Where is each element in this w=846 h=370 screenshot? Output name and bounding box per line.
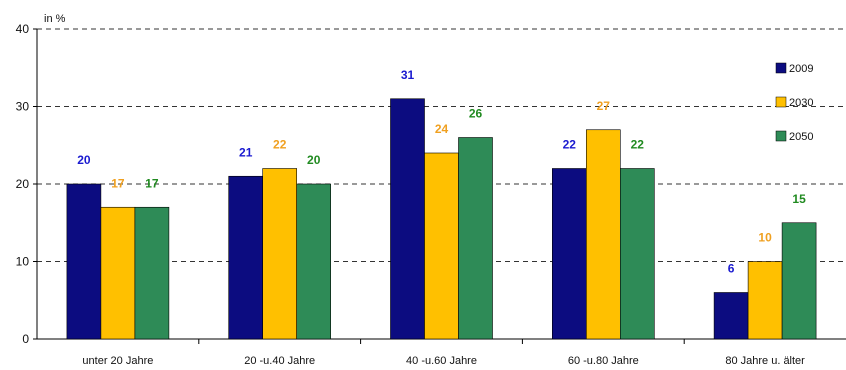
bar-2009 bbox=[390, 98, 425, 340]
y-tick-label: 20 bbox=[16, 177, 30, 191]
y-unit-label: in % bbox=[44, 13, 66, 25]
data-label-2030: 27 bbox=[597, 99, 611, 113]
data-label-2050: 20 bbox=[307, 153, 321, 167]
data-label-2050: 26 bbox=[469, 107, 483, 121]
bar-2030 bbox=[747, 261, 783, 340]
data-label-2030: 24 bbox=[435, 122, 449, 136]
data-label-2030: 10 bbox=[758, 231, 772, 245]
bar-2009 bbox=[66, 183, 102, 340]
bar-2030 bbox=[585, 129, 621, 340]
bar-2030 bbox=[262, 168, 298, 340]
data-label-2009: 31 bbox=[401, 68, 415, 82]
data-label-2009: 22 bbox=[563, 138, 577, 152]
data-label-2050: 17 bbox=[145, 176, 159, 190]
bar-2050 bbox=[781, 222, 817, 340]
legend-swatch-2009 bbox=[775, 62, 787, 74]
bars bbox=[66, 98, 817, 340]
data-label-2009: 20 bbox=[77, 153, 91, 167]
data-labels: 20 17 17 21 22 20 31 24 26 22 27 22 6 10 15 bbox=[77, 68, 806, 276]
x-tick-label: 20 -u.40 Jahre bbox=[244, 355, 315, 367]
bar-2030 bbox=[100, 206, 136, 340]
data-label-2009: 21 bbox=[239, 145, 253, 159]
legend-label-2009: 2009 bbox=[789, 63, 813, 75]
bar-2050 bbox=[458, 137, 493, 340]
bar-2009 bbox=[713, 292, 749, 340]
bar-2009 bbox=[228, 175, 263, 340]
data-label-2050: 22 bbox=[631, 138, 645, 152]
bar-2050 bbox=[619, 168, 655, 340]
bar-2050 bbox=[296, 183, 332, 340]
x-tick-label: 60 -u.80 Jahre bbox=[568, 355, 639, 367]
y-tick-label: 0 bbox=[22, 332, 29, 346]
bar-2009 bbox=[551, 168, 587, 340]
data-label-2030: 17 bbox=[111, 176, 125, 190]
x-tick-label: 80 Jahre u. älter bbox=[725, 355, 805, 367]
data-label-2009: 6 bbox=[728, 262, 735, 276]
legend: 2009 2030 2050 bbox=[775, 62, 813, 143]
bar-2050 bbox=[134, 206, 170, 340]
y-tick-label: 30 bbox=[16, 100, 30, 114]
x-tick-label: unter 20 Jahre bbox=[82, 355, 153, 367]
bar-2030 bbox=[424, 152, 459, 340]
y-tick-label: 10 bbox=[16, 255, 30, 269]
legend-label-2030: 2030 bbox=[789, 97, 813, 109]
legend-label-2050: 2050 bbox=[789, 131, 813, 143]
y-tick-label: 40 bbox=[16, 22, 30, 36]
data-label-2030: 22 bbox=[273, 138, 287, 152]
data-label-2050: 15 bbox=[792, 192, 806, 206]
legend-swatch-2030 bbox=[775, 96, 787, 108]
x-tick-label: 40 -u.60 Jahre bbox=[406, 355, 477, 367]
legend-swatch-2050 bbox=[775, 130, 787, 142]
